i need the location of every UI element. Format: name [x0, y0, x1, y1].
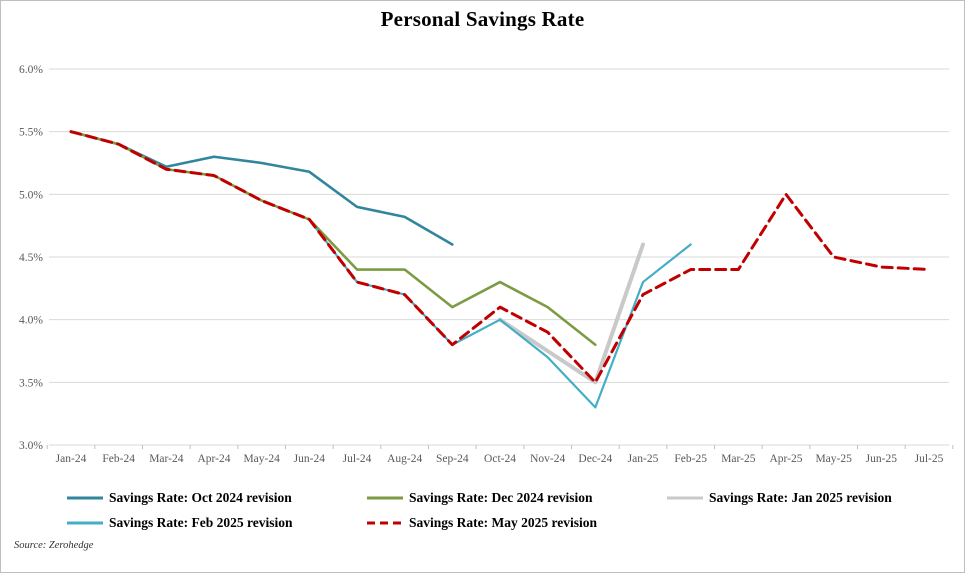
legend-swatch-line: [67, 496, 103, 500]
x-axis-tick-label: May-24: [243, 453, 280, 465]
series-line: [498, 242, 645, 385]
x-axis-tick-label: Mar-25: [721, 453, 756, 465]
x-axis-tick-label: Jan-24: [56, 453, 87, 465]
legend-label: Savings Rate: Feb 2025 revision: [109, 515, 293, 530]
y-axis-tick-label: 5.0%: [19, 189, 43, 201]
legend-item: Savings Rate: Dec 2024 revision: [366, 490, 593, 506]
x-axis-tick-label: Mar-24: [149, 453, 184, 465]
series-line: [69, 130, 931, 384]
legend-swatch-line: [367, 521, 403, 525]
x-axis-tick-label: Jul-25: [915, 453, 944, 465]
legend-swatch-line: [67, 521, 103, 525]
legend-label: Savings Rate: May 2025 revision: [409, 515, 597, 530]
x-axis-tick-label: May-25: [815, 453, 852, 465]
series-line: [69, 130, 597, 347]
y-axis-tick-label: 3.0%: [19, 440, 43, 452]
x-axis-tick-label: Apr-25: [770, 453, 803, 465]
y-axis-tick-label: 3.5%: [19, 377, 43, 389]
y-axis-tick-label: 6.0%: [19, 64, 43, 76]
legend-label: Savings Rate: Dec 2024 revision: [409, 490, 593, 505]
x-axis-tick-label: Sep-24: [436, 453, 469, 465]
legend-item: Savings Rate: May 2025 revision: [366, 515, 597, 531]
x-axis-tick-label: Jun-25: [866, 453, 898, 465]
legend-swatch-line: [667, 496, 703, 500]
x-axis-tick-label: Oct-24: [484, 453, 516, 465]
y-axis-tick-label: 4.0%: [19, 315, 43, 327]
legend-label: Savings Rate: Jan 2025 revision: [709, 490, 892, 505]
legend-item: Savings Rate: Feb 2025 revision: [66, 515, 293, 531]
y-axis-tick-label: 5.5%: [19, 127, 43, 139]
x-axis-tick-label: Dec-24: [578, 453, 612, 465]
series-line: [308, 218, 692, 409]
x-axis-tick-label: Feb-24: [102, 453, 135, 465]
legend-label: Savings Rate: Oct 2024 revision: [109, 490, 292, 505]
x-axis-tick-label: Jun-24: [294, 453, 326, 465]
x-axis-tick-label: Feb-25: [674, 453, 707, 465]
y-axis-tick-label: 4.5%: [19, 252, 43, 264]
plot-area: 6.0% 5.5% 5.0% 4.5% 4.0% 3.5% 3.0% Jan-24 Feb-24…: [19, 64, 954, 465]
x-axis-tick-label: Nov-24: [530, 453, 565, 465]
x-axis-tick-label: Jul-24: [343, 453, 372, 465]
chart-title: Personal Savings Rate: [380, 7, 585, 31]
legend-item: Savings Rate: Jan 2025 revision: [666, 490, 892, 506]
x-axis-tick-label: Jan-25: [628, 453, 659, 465]
legend-item: Savings Rate: Oct 2024 revision: [66, 490, 292, 506]
x-axis-tick-label: Aug-24: [387, 453, 422, 465]
source-note: Source: Zerohedge: [14, 540, 94, 551]
legend-swatch-line: [367, 496, 403, 500]
x-axis-tick-label: Apr-24: [198, 453, 231, 465]
